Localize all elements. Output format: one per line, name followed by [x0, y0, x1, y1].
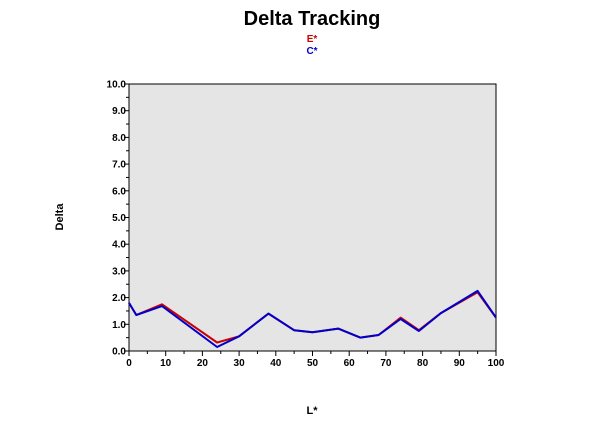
x-axis: 0 10 20 30 40 50 60 70 80 90 100 — [126, 351, 505, 369]
y-tick-label: 3.0 — [112, 266, 126, 277]
series-line-1 — [128, 289, 497, 348]
x-tick-label: 10 — [160, 358, 172, 369]
y-tick-label: 1.0 — [112, 320, 126, 331]
legend: E*C* — [306, 34, 317, 57]
y-tick-label: 8.0 — [112, 133, 126, 144]
y-tick-label: 0.0 — [112, 347, 126, 358]
x-tick-label: 90 — [454, 358, 466, 369]
x-axis-label: L* — [307, 405, 319, 417]
x-tick-label: 40 — [270, 358, 282, 369]
y-tick-label: 5.0 — [112, 213, 126, 224]
y-tick-label: 6.0 — [112, 186, 126, 197]
x-tick-label: 30 — [234, 358, 246, 369]
y-tick-label: 4.0 — [112, 240, 126, 251]
x-tick-label: 80 — [417, 358, 429, 369]
y-axis-label: Delta — [54, 203, 66, 231]
x-tick-label: 50 — [307, 358, 319, 369]
x-tick-label: 100 — [488, 358, 505, 369]
legend-entry-0: E* — [307, 34, 318, 45]
y-tick-label: 2.0 — [112, 293, 126, 304]
y-axis: 0.0 1.0 2.0 3.0 4.0 5.0 6.0 7.0 8.0 9.0 10.0 — [107, 80, 129, 358]
legend-entry-1: C* — [306, 46, 317, 57]
y-tick-label: 7.0 — [112, 160, 126, 171]
x-tick-label: 60 — [344, 358, 356, 369]
x-tick-label: 20 — [197, 358, 209, 369]
series-layer — [128, 289, 497, 348]
plot-area — [128, 83, 497, 352]
chart-title: Delta Tracking — [244, 8, 381, 30]
y-tick-label: 10.0 — [107, 80, 127, 91]
x-tick-label: 0 — [126, 358, 132, 369]
x-tick-label: 70 — [380, 358, 392, 369]
y-tick-label: 9.0 — [112, 106, 126, 117]
